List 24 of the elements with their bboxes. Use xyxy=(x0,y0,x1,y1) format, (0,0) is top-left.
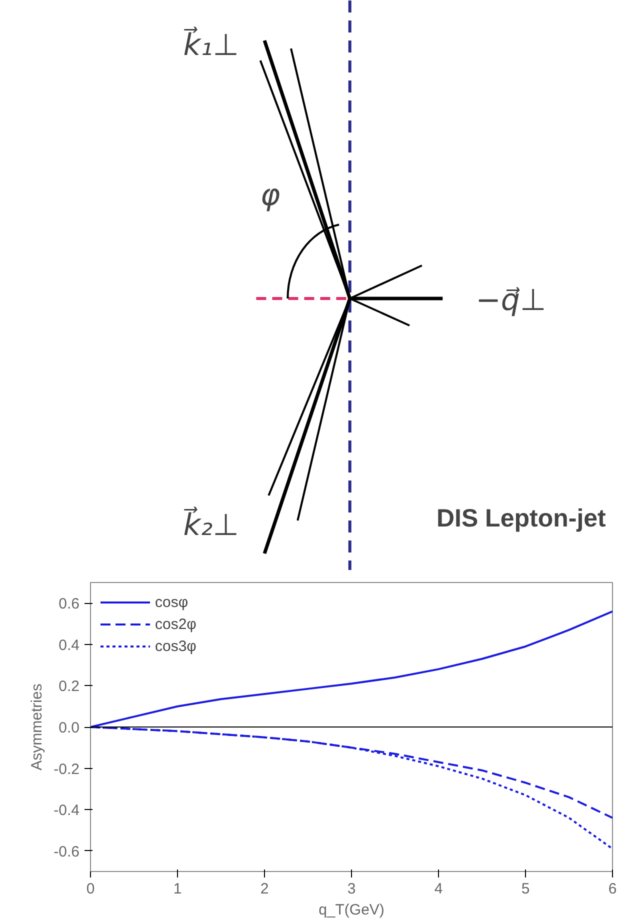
chart-title: DIS Lepton-jet xyxy=(436,504,607,532)
y-tick-label: 0.0 xyxy=(58,720,80,736)
y-tick-label: 0.6 xyxy=(58,596,80,613)
text: k⃗₁⊥ xyxy=(183,26,239,63)
x-tick-label: 0 xyxy=(86,880,95,898)
y-tick-label: -0.6 xyxy=(54,843,80,860)
x-axis-title: q_T(GeV) xyxy=(318,902,384,918)
text: k⃗₂⊥ xyxy=(183,506,239,543)
y-axis-title: Asymmetries xyxy=(28,684,46,770)
text: −q⃗⊥ xyxy=(476,283,546,318)
y-tick-label: 0.2 xyxy=(58,678,80,696)
x-tick-label: 2 xyxy=(260,880,269,898)
legend-label: cosφ xyxy=(155,594,188,610)
x-tick-label: 5 xyxy=(521,880,530,898)
legend-label: cos3φ xyxy=(155,638,196,654)
legend-label: cos2φ xyxy=(155,616,196,632)
x-tick-label: 1 xyxy=(173,880,182,898)
x-tick-label: 3 xyxy=(347,880,356,898)
y-tick-label: -0.2 xyxy=(54,760,80,778)
y-tick-label: -0.4 xyxy=(54,802,80,820)
x-tick-label: 6 xyxy=(608,880,617,898)
text: φ xyxy=(260,178,280,213)
x-tick-label: 4 xyxy=(434,880,443,898)
y-tick-label: 0.4 xyxy=(58,636,80,654)
